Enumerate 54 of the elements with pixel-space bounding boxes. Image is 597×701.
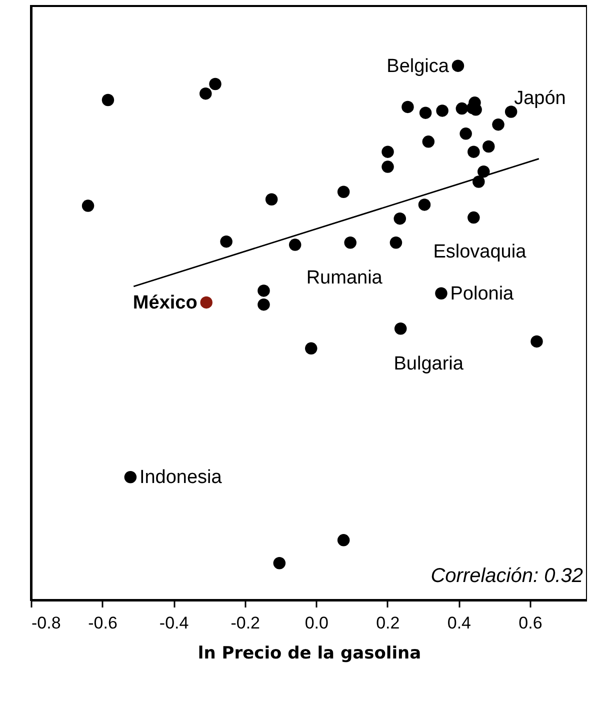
point: [530, 335, 543, 348]
x-tick-label: 0.6: [518, 614, 542, 632]
point: [288, 238, 302, 251]
point: [435, 287, 448, 300]
point: [258, 298, 270, 311]
point: [419, 106, 432, 119]
point: [273, 557, 286, 570]
point: [436, 104, 448, 117]
point: [82, 200, 94, 212]
annotation: Bulgaria: [394, 354, 464, 375]
point: [482, 140, 495, 153]
point: [468, 146, 480, 158]
x-tick-label: 0.4: [447, 614, 472, 632]
point: [456, 102, 468, 115]
point: [390, 236, 402, 249]
x-tick-label: -0.6: [88, 614, 118, 632]
point: [382, 146, 394, 158]
point: [337, 186, 350, 198]
x-tick-label: -0.2: [230, 614, 260, 632]
point: [470, 104, 482, 116]
point: [344, 236, 356, 249]
point: [200, 296, 212, 309]
point: [209, 78, 222, 90]
point: [124, 471, 137, 484]
point: [102, 94, 114, 106]
annotation: Polonia: [450, 283, 514, 304]
annotation: Eslovaquia: [433, 242, 527, 263]
point: [460, 128, 472, 140]
point: [492, 118, 504, 131]
point: [220, 235, 232, 248]
annotation: Indonesia: [139, 467, 222, 488]
point: [200, 87, 212, 100]
x-tick-label: 0.0: [304, 614, 328, 632]
x-tick-label: 0.2: [376, 614, 400, 632]
point: [337, 534, 350, 546]
x-tick-label: -0.8: [32, 614, 61, 632]
point: [468, 211, 480, 224]
point: [452, 60, 464, 72]
point: [402, 100, 414, 114]
series-label: México: [132, 292, 198, 314]
point: [305, 342, 318, 355]
x-tick-label: -0.4: [159, 614, 189, 632]
point: [422, 136, 435, 148]
point: [265, 193, 278, 206]
x-axis-title: ln Precio de la gasolina: [198, 644, 422, 664]
point: [418, 198, 431, 211]
point: [382, 160, 394, 173]
point: [394, 212, 406, 225]
annotation: Rumania: [306, 268, 383, 289]
point: [258, 284, 270, 297]
point: [394, 322, 407, 335]
annotation: Japón: [514, 88, 566, 109]
annotation: Correlación: 0.32: [430, 565, 583, 587]
annotation: Belgica: [386, 56, 450, 77]
